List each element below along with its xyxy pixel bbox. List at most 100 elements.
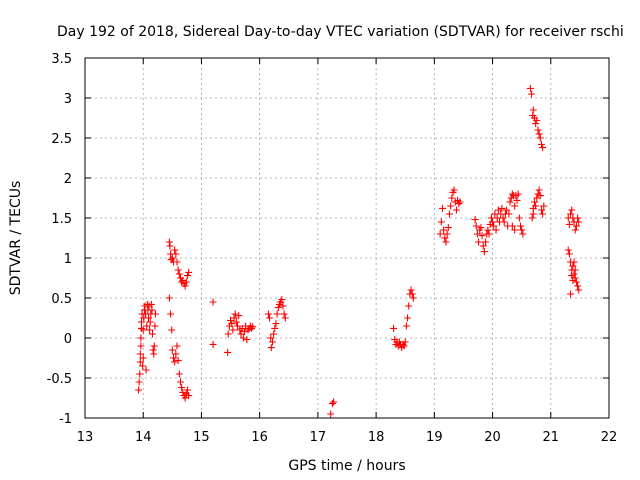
data-point: [529, 210, 537, 218]
data-point: [230, 314, 238, 322]
data-point: [518, 226, 526, 234]
data-point: [513, 196, 521, 204]
data-point: [173, 258, 181, 266]
data-point: [536, 192, 544, 200]
data-point: [490, 222, 498, 230]
data-point: [533, 116, 541, 124]
data-point: [505, 210, 513, 218]
data-point: [456, 198, 464, 206]
data-point: [149, 346, 157, 354]
data-point: [500, 218, 508, 226]
x-tick-label: 17: [310, 430, 327, 445]
data-point: [167, 310, 175, 318]
data-point: [564, 246, 572, 254]
data-point: [478, 232, 486, 240]
data-point: [143, 322, 151, 330]
data-point: [407, 286, 415, 294]
data-point: [517, 222, 525, 230]
data-point: [137, 334, 145, 342]
data-point: [532, 202, 540, 210]
data-point: [248, 324, 256, 332]
data-point: [447, 202, 455, 210]
x-tick-label: 20: [484, 430, 501, 445]
data-point: [139, 362, 147, 370]
x-tick-label: 21: [543, 430, 560, 445]
data-point: [209, 340, 217, 348]
data-point: [174, 266, 182, 274]
data-point: [438, 204, 446, 212]
data-point: [568, 272, 576, 280]
data-point: [571, 266, 579, 274]
y-tick-label: 3: [64, 92, 72, 107]
data-point: [400, 342, 408, 350]
x-tick-label: 15: [193, 430, 210, 445]
data-point: [279, 302, 287, 310]
data-point: [179, 388, 187, 396]
plot-frame: [84, 57, 610, 419]
data-point: [571, 226, 579, 234]
data-point: [565, 220, 573, 228]
y-tick-label: 2: [64, 172, 72, 187]
data-point: [168, 346, 176, 354]
data-point: [166, 242, 174, 250]
data-point: [169, 354, 177, 362]
data-point: [401, 338, 409, 346]
data-point: [175, 370, 183, 378]
data-point: [508, 222, 516, 230]
data-point: [473, 230, 481, 238]
data-point: [537, 206, 545, 214]
data-point: [511, 226, 519, 234]
data-point: [569, 276, 577, 284]
data-point: [272, 320, 280, 328]
data-point: [477, 224, 485, 232]
data-point: [479, 242, 487, 250]
data-point: [149, 330, 157, 338]
data-point: [172, 350, 180, 358]
data-point: [178, 384, 186, 392]
data-point: [567, 210, 575, 218]
data-point: [482, 238, 490, 246]
data-point: [173, 342, 181, 350]
data-point: [139, 354, 147, 362]
data-point: [539, 144, 547, 152]
data-point: [540, 202, 548, 210]
data-point: [567, 290, 575, 298]
data-point: [181, 282, 189, 290]
data-point: [137, 324, 145, 332]
data-point: [270, 330, 278, 338]
data-point: [274, 304, 282, 312]
data-point: [530, 198, 538, 206]
data-point: [209, 298, 217, 306]
data-point: [492, 226, 500, 234]
data-point: [514, 190, 522, 198]
y-tick-label: 1: [64, 252, 72, 267]
data-point: [539, 210, 547, 218]
x-tick-label: 16: [251, 430, 268, 445]
data-point: [475, 238, 483, 246]
data-point: [280, 310, 288, 318]
data-point: [405, 302, 413, 310]
data-point: [150, 342, 158, 350]
data-point: [183, 272, 191, 280]
data-point: [229, 326, 237, 334]
data-point: [281, 314, 289, 322]
data-point: [534, 126, 542, 134]
x-tick-label: 13: [77, 430, 94, 445]
data-point: [168, 326, 176, 334]
data-point: [575, 218, 583, 226]
data-point: [528, 90, 536, 98]
data-point: [185, 392, 193, 400]
y-tick-labels: -1 -0.5 0 0.5 1 1.5 2 2.5 3 3.5: [47, 52, 72, 427]
data-point: [182, 278, 190, 286]
data-point: [176, 378, 184, 386]
data-point: [179, 276, 187, 284]
data-point: [503, 206, 511, 214]
data-point: [443, 230, 451, 238]
x-tick-label: 22: [601, 430, 618, 445]
y-tick-label: 2.5: [51, 132, 72, 147]
y-tick-label: 3.5: [51, 52, 72, 67]
data-points: [135, 84, 583, 418]
data-point: [574, 214, 582, 222]
data-point: [485, 230, 493, 238]
data-point: [402, 322, 410, 330]
